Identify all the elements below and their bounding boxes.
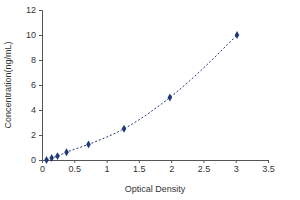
y-tick: 0 — [31, 155, 42, 165]
point — [49, 154, 54, 162]
plot: 0 0.5 1 1.5 2 2.5 3 3.5 0 2 4 6 8 10 12 — [26, 5, 275, 174]
y-tick: 2 — [31, 130, 42, 140]
x-tick-mark — [139, 160, 140, 163]
y-tick-mark — [39, 135, 42, 136]
y-tick-mark — [39, 110, 42, 111]
x-tick-label: 1.5 — [133, 164, 146, 174]
y-tick-mark — [39, 10, 42, 11]
marks — [44, 31, 239, 164]
y-axis-line — [39, 11, 43, 161]
y-axis: 0 2 4 6 8 10 12 — [26, 5, 43, 165]
y-tick: 12 — [26, 5, 42, 15]
chart: 0 0.5 1 1.5 2 2.5 3 3.5 0 2 4 6 8 10 12 Optical Density… — [0, 0, 300, 200]
y-tick: 6 — [31, 80, 42, 90]
point — [86, 140, 91, 148]
y-tick: 8 — [31, 55, 42, 65]
y-tick-mark — [39, 160, 42, 161]
x-tick: 0.5 — [69, 160, 82, 174]
y-tick-label: 12 — [26, 5, 36, 15]
y-tick-mark — [39, 60, 42, 61]
x-tick: 2 — [169, 160, 174, 174]
point — [168, 94, 173, 102]
x-tick: 1 — [105, 160, 110, 174]
x-tick: 1.5 — [133, 160, 146, 174]
x-tick-mark — [236, 160, 237, 163]
x-axis-title: Optical Density — [125, 184, 186, 194]
y-tick-label: 8 — [31, 55, 36, 65]
x-tick: 3 — [234, 160, 239, 174]
x-tick-label: 2.5 — [198, 164, 211, 174]
y-tick-label: 4 — [31, 105, 36, 115]
x-tick-mark — [74, 160, 75, 163]
x-tick-mark — [171, 160, 172, 163]
x-tick: 2.5 — [198, 160, 211, 174]
y-tick: 4 — [31, 105, 42, 115]
x-tick-label: 1 — [105, 164, 110, 174]
x-tick-mark — [203, 160, 204, 163]
x-tick-label: 0.5 — [69, 164, 82, 174]
point — [122, 125, 127, 133]
fit-line — [47, 35, 237, 160]
x-tick-label: 3 — [234, 164, 239, 174]
x-tick-label: 3.5 — [262, 164, 275, 174]
y-tick-mark — [39, 85, 42, 86]
y-tick-label: 6 — [31, 80, 36, 90]
point — [44, 156, 49, 164]
y-tick-label: 10 — [26, 30, 36, 40]
x-tick-label: 0 — [40, 164, 45, 174]
y-tick-mark — [39, 35, 42, 36]
x-tick-label: 2 — [169, 164, 174, 174]
x-tick-mark — [107, 160, 108, 163]
point — [55, 152, 60, 160]
x-axis: 0 0.5 1 1.5 2 2.5 3 3.5 — [40, 160, 275, 174]
x-tick: 0 — [40, 160, 45, 174]
y-tick: 10 — [26, 30, 42, 40]
point — [64, 148, 69, 156]
point — [235, 31, 240, 39]
y-tick-label: 0 — [31, 155, 36, 165]
y-tick-label: 2 — [31, 130, 36, 140]
x-tick: 3.5 — [262, 160, 275, 174]
x-axis-line — [43, 161, 269, 164]
x-tick-mark — [268, 160, 269, 163]
y-axis-title: Concentration(ng/mL) — [3, 41, 13, 128]
